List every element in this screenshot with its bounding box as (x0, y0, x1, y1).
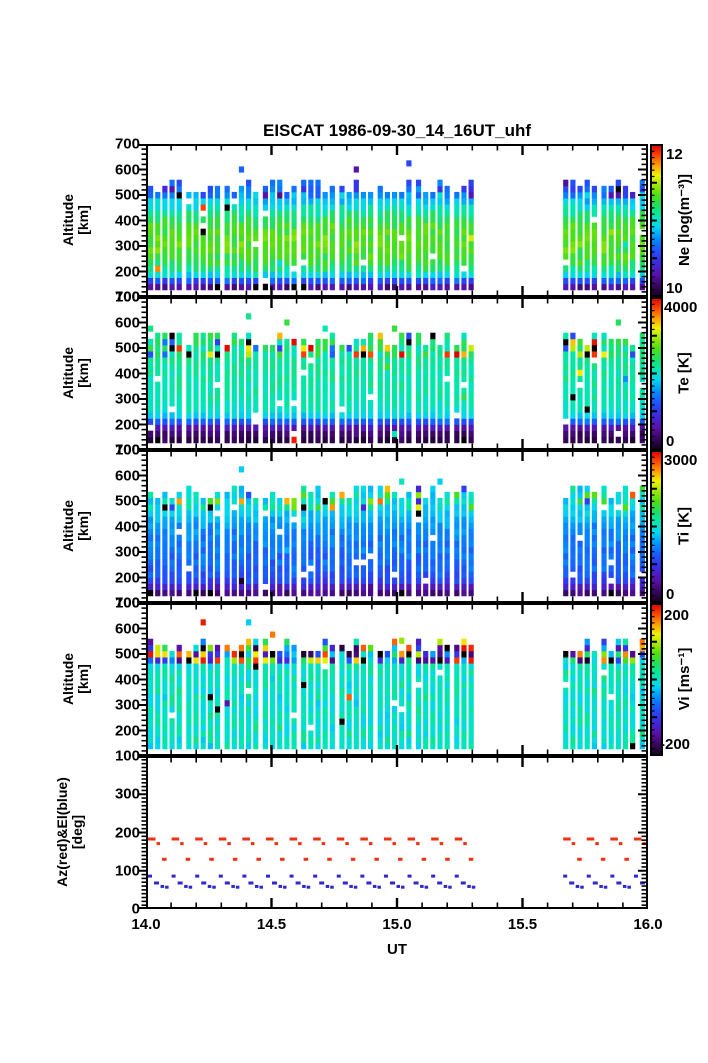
y-tick-label: 700 (114, 288, 140, 306)
colorbar-vi-max-label: 200 (664, 607, 690, 624)
chart-title: EISCAT 1986-09-30_14_16UT_uhf (262, 121, 532, 140)
y-tick-label: 600 (114, 467, 140, 484)
y-tick-label: 500 (114, 186, 140, 204)
x-tick-label: 15.5 (507, 916, 538, 933)
y-tick-label: 400 (114, 518, 140, 535)
colorbar-ti-max-label: 3000 (664, 452, 698, 469)
y-tick-label: 400 (114, 365, 140, 382)
colorbar-ne-title: Ne [log(m⁻³)] (676, 173, 693, 267)
ylabel-te-line1: Altitude (60, 346, 76, 400)
y-tick-label: 300 (114, 390, 140, 408)
ylabel-te: Altitude [km] (60, 346, 91, 400)
y-tick-label: 700 (114, 594, 140, 612)
panel-ne-canvas (138, 144, 648, 297)
colorbar-te-min-label: 0 (666, 433, 675, 450)
y-tick-label: 500 (114, 339, 140, 357)
ylabel-ne-line1: Altitude (60, 193, 76, 247)
y-tick-label: 600 (114, 161, 140, 178)
y-tick-label: 200 (114, 824, 140, 841)
ylabel-ti-line2: [km] (75, 511, 91, 541)
y-tick-label: 100 (114, 747, 140, 765)
y-tick-label: 600 (114, 314, 140, 331)
colorbar-ti-title: Ti [K] (675, 506, 693, 546)
y-tick-label: 300 (114, 696, 140, 714)
ylabel-azel-line2: [deg] (69, 814, 85, 850)
ylabel-azel-line1: Az(red)&El(blue) (54, 777, 70, 887)
colorbar-ti-min-label: 0 (666, 586, 675, 603)
y-tick-label: 200 (114, 569, 140, 586)
ylabel-ti: Altitude [km] (60, 499, 91, 553)
ylabel-ti-line1: Altitude (60, 499, 76, 553)
y-tick-label: 300 (114, 785, 140, 803)
ylabel-vi-line2: [km] (75, 664, 91, 694)
panel-ti-canvas (138, 450, 648, 603)
colorbar-ne-max-label: 12 (666, 146, 683, 163)
y-tick-label: 700 (114, 135, 140, 153)
colorbar-te-canvas (650, 297, 664, 450)
colorbar-vi-title: Vi [ms⁻¹] (676, 647, 693, 711)
y-tick-label: 500 (114, 492, 140, 510)
x-tick-label: 14.5 (256, 916, 287, 933)
ylabel-vi: Altitude [km] (60, 652, 91, 706)
y-tick-label: 400 (114, 671, 140, 688)
ylabel-ne: Altitude [km] (60, 193, 91, 247)
y-tick-label: 300 (114, 543, 140, 561)
colorbar-te-title: Te [K] (675, 352, 693, 394)
y-tick-label: 400 (114, 212, 140, 229)
colorbar-vi-min-label: -200 (660, 736, 691, 753)
x-tick-label: 14.0 (131, 916, 161, 933)
y-tick-label: 500 (114, 645, 140, 663)
ylabel-vi-line1: Altitude (60, 652, 76, 706)
y-tick-label: 100 (114, 594, 140, 612)
ylabel-azel: Az(red)&El(blue) [deg] (54, 777, 85, 887)
colorbar-vi-canvas (650, 603, 664, 756)
y-tick-label: 100 (114, 441, 140, 459)
y-tick-label: 200 (114, 722, 140, 739)
y-tick-label: 700 (114, 441, 140, 459)
y-tick-label: 600 (114, 620, 140, 637)
ylabel-te-line2: [km] (75, 358, 91, 388)
x-axis-label: UT (387, 941, 407, 958)
panel-vi-canvas (138, 603, 648, 756)
colorbar-ne-canvas (650, 144, 664, 297)
colorbar-ti-canvas (650, 450, 664, 603)
panel-azel-canvas (138, 756, 648, 909)
y-tick-label: 0 (131, 900, 140, 918)
y-tick-label: 200 (114, 416, 140, 433)
y-tick-label: 200 (114, 263, 140, 280)
y-tick-label: 100 (114, 288, 140, 306)
colorbar-te-max-label: 4000 (664, 299, 698, 316)
y-tick-label: 100 (114, 862, 140, 880)
colorbar-ne-min-label: 10 (666, 280, 683, 297)
ylabel-ne-line2: [km] (75, 205, 91, 235)
x-tick-label: 16.0 (633, 916, 663, 933)
y-tick-label: 300 (114, 237, 140, 255)
x-tick-label: 15.0 (382, 916, 412, 933)
panel-te-canvas (138, 297, 648, 450)
